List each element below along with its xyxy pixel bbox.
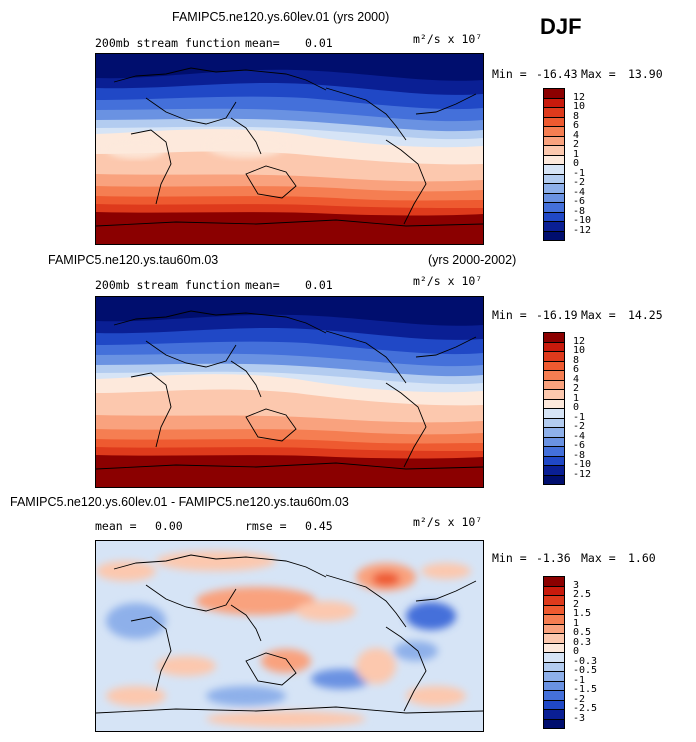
colorbar-tick-label: -2.5 [573,703,598,714]
panel-1-units: m²/s x 10⁷ [413,32,483,46]
colorbar-tick-label: 12 [573,91,586,103]
panel-2-units: m²/s x 10⁷ [413,274,483,288]
panel-3-units: m²/s x 10⁷ [413,515,483,529]
colorbar-tick-label: -0.3 [573,655,598,667]
colorbar-tick-label: -1.5 [573,684,598,695]
colorbar-tick-label: 4 [573,129,580,141]
colorbar-tick-label: 10 [573,345,586,356]
panel-3-coastlines [96,554,483,714]
band-lvl-12 [96,455,483,487]
panel-2-min-label: Min = [492,308,527,322]
panel-3-anomalies [96,551,471,727]
colorbar-tick-label: 2.5 [573,589,592,600]
colorbar-tick-label: 6 [573,364,580,375]
panel-1-max-label: Max = [581,67,616,81]
colorbar-tick-label: 0.3 [573,636,592,648]
colorbar-tick-label: 4 [573,373,580,385]
panel-2-mean-value: 0.01 [305,278,333,292]
colorbar-tick-label: 2 [573,383,580,394]
colorbar-tick-label: 0 [573,646,580,657]
colorbar-tick-label: 0 [573,402,580,413]
colorbar-tick-label: -1 [573,167,586,179]
panel-2-title-years: (yrs 2000-2002) [428,253,517,267]
panel-1-mean-value: 0.01 [305,36,333,50]
colorbar-tick-label: 1 [573,148,580,160]
colorbar-tick-label: 8 [573,110,580,122]
panel-3-min-value: -1.36 [536,551,571,565]
colorbar-tick-label: -4 [573,430,586,442]
panel-3-min-label: Min = [492,551,527,565]
panel-1-title: FAMIPC5.ne120.ys.60lev.01 (yrs 2000) [172,10,390,24]
colorbar-tick-label: -2 [573,177,586,188]
colorbar-swatch [543,474,565,485]
panel-1-colorbar: 12 10 8 6 4 2 1 0 -1 -2 -4 -6 -8 -10 -12 [543,88,591,241]
colorbar-tick-label: -0.5 [573,665,598,676]
panel-3-rmse-value: 0.45 [305,519,333,533]
colorbar-tick-label: 1 [573,392,580,404]
panel-2-max-value: 14.25 [628,308,663,322]
panel-3-max-label: Max = [581,551,616,565]
colorbar-tick-label: 6 [573,120,580,131]
colorbar-tick-label: -6 [573,196,586,207]
panel-2-stat-label: 200mb stream function [95,278,241,292]
panel-3-mean-name: mean = [95,519,137,533]
colorbar-tick-label: -8 [573,205,586,217]
colorbar-tick-label: -8 [573,449,586,461]
panel-1-min-label: Min = [492,67,527,81]
panel-1-mean-name: mean= [245,36,280,50]
panel-1-max-value: 13.90 [628,67,663,81]
panel-2-min-value: -16.19 [536,308,578,322]
panel-3-rmse-name: rmse = [245,519,287,533]
colorbar-tick-label: -10 [573,459,592,470]
colorbar-tick-label: 1 [573,617,580,629]
colorbar-tick-label: -12 [573,224,592,236]
season-label: DJF [540,14,582,39]
colorbar-tick-label: -1 [573,674,586,686]
panel-3-title: FAMIPC5.ne120.ys.60lev.01 - FAMIPC5.ne12… [10,495,349,509]
colorbar-tick-label: 1.5 [573,608,592,619]
panel-2-coastlines [96,310,483,470]
panel-3-mean-value: 0.00 [155,519,183,533]
panel-2-mean-name: mean= [245,278,280,292]
panel-1-min-value: -16.43 [536,67,578,81]
colorbar-swatch [543,718,565,729]
colorbar-tick-label: -4 [573,186,586,198]
colorbar-tick-label: -6 [573,440,586,451]
panel-3-colorbar: 3 2.5 2 1.5 1 0.5 0.3 0 -0.3 -0.5 -1 -1.5 -2 -2.5 -3 [543,576,597,729]
panel-2-title: FAMIPC5.ne120.ys.tau60m.03 [48,253,219,267]
colorbar-tick-label: 12 [573,335,586,347]
colorbar-tick-label: 0.5 [573,627,592,638]
panel-2-max-label: Max = [581,308,616,322]
colorbar-tick-label: -12 [573,468,592,480]
panel-1-map [95,53,484,245]
panel-1-stat-label: 200mb stream function [95,36,241,50]
colorbar-tick-label: -10 [573,215,592,226]
colorbar-swatch [543,230,565,241]
colorbar-tick-label: 2 [573,598,580,610]
band-lvl-12 [96,212,483,244]
panel-2-colorbar: 12 10 8 6 4 2 1 0 -1 -2 -4 -6 -8 -10 -12 [543,332,591,485]
panel-2-map [95,296,484,488]
colorbar-tick-label: -2 [573,693,586,705]
panel-3-map [95,540,484,732]
colorbar-tick-label: 2 [573,139,580,150]
panel-1-coastlines [96,67,483,227]
colorbar-tick-label: -2 [573,421,586,432]
colorbar-tick-label: 10 [573,101,586,112]
colorbar-tick-label: 3 [573,579,580,591]
colorbar-tick-label: 8 [573,354,580,366]
colorbar-tick-label: -1 [573,411,586,423]
colorbar-tick-label: 0 [573,158,580,169]
panel-3-max-value: 1.60 [628,551,656,565]
colorbar-tick-label: -3 [573,712,586,724]
